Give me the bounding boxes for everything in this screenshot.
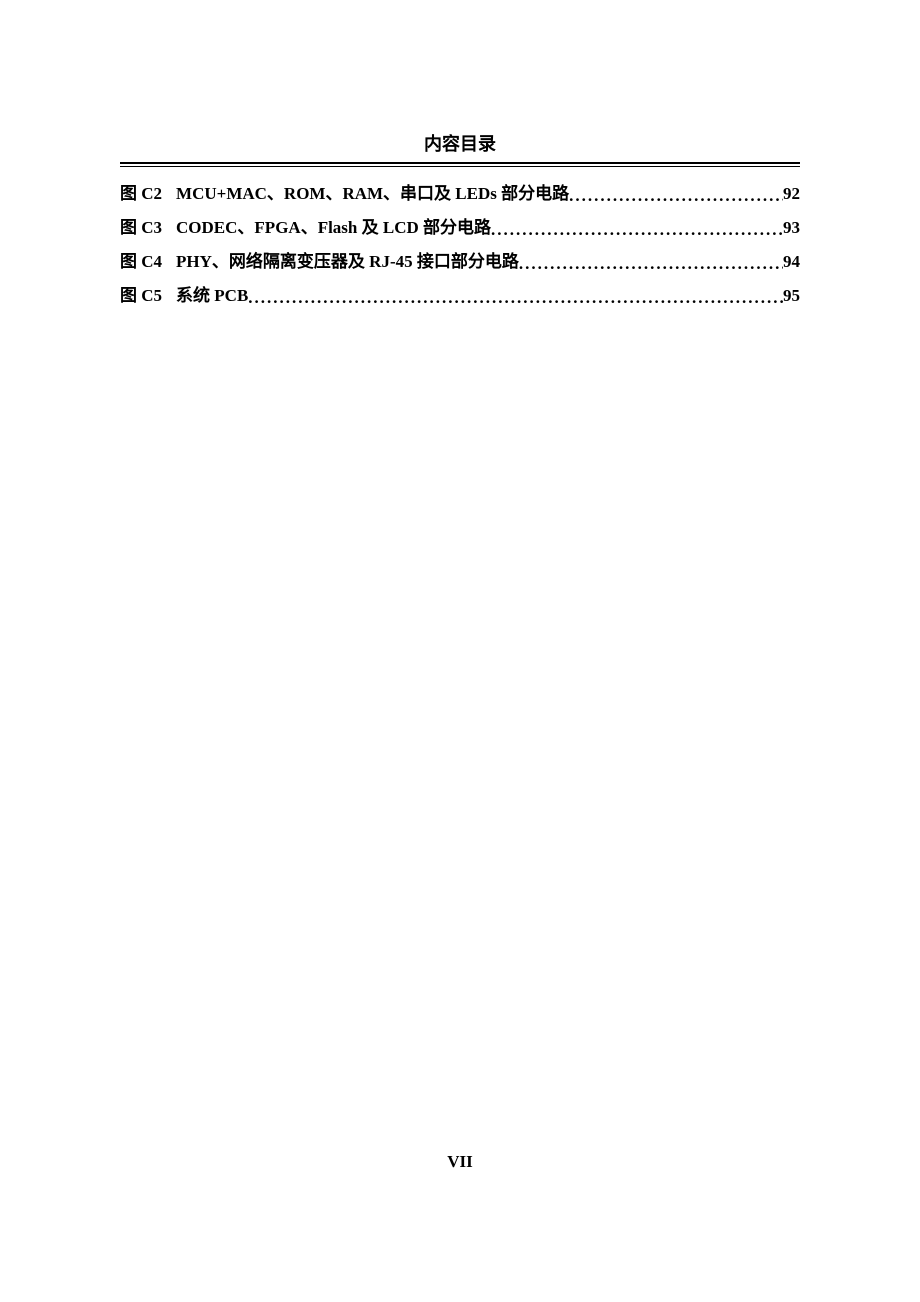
- toc-dots: [491, 213, 783, 247]
- toc-entry-label: 图 C3: [120, 211, 176, 245]
- toc-entry-title: PHY、网络隔离变压器及 RJ-45 接口部分电路: [176, 245, 519, 279]
- toc-entry-label: 图 C2: [120, 177, 176, 211]
- page-content: 内容目录 图 C2 MCU+MAC、ROM、RAM、串口及 LEDs 部分电路 …: [120, 130, 800, 313]
- toc-list: 图 C2 MCU+MAC、ROM、RAM、串口及 LEDs 部分电路 92 图 …: [120, 177, 800, 313]
- toc-entry-title: MCU+MAC、ROM、RAM、串口及 LEDs 部分电路: [176, 177, 569, 211]
- page-number: VII: [0, 1152, 920, 1172]
- toc-dots: [248, 281, 783, 315]
- toc-entry-label: 图 C5: [120, 279, 176, 313]
- toc-entry: 图 C2 MCU+MAC、ROM、RAM、串口及 LEDs 部分电路 92: [120, 177, 800, 211]
- toc-dots: [569, 179, 783, 213]
- toc-entry-page: 93: [783, 211, 800, 245]
- toc-header-title: 内容目录: [120, 130, 800, 156]
- toc-entry-title: CODEC、FPGA、Flash 及 LCD 部分电路: [176, 211, 491, 245]
- toc-entry-label: 图 C4: [120, 245, 176, 279]
- toc-entry-page: 95: [783, 279, 800, 313]
- toc-entry-page: 92: [783, 177, 800, 211]
- toc-entry: 图 C3 CODEC、FPGA、Flash 及 LCD 部分电路 93: [120, 211, 800, 245]
- toc-entry: 图 C4 PHY、网络隔离变压器及 RJ-45 接口部分电路 94: [120, 245, 800, 279]
- toc-entry: 图 C5 系统 PCB 95: [120, 279, 800, 313]
- toc-dots: [519, 247, 783, 281]
- header-divider: [120, 162, 800, 167]
- toc-entry-page: 94: [783, 245, 800, 279]
- toc-entry-title: 系统 PCB: [176, 279, 248, 313]
